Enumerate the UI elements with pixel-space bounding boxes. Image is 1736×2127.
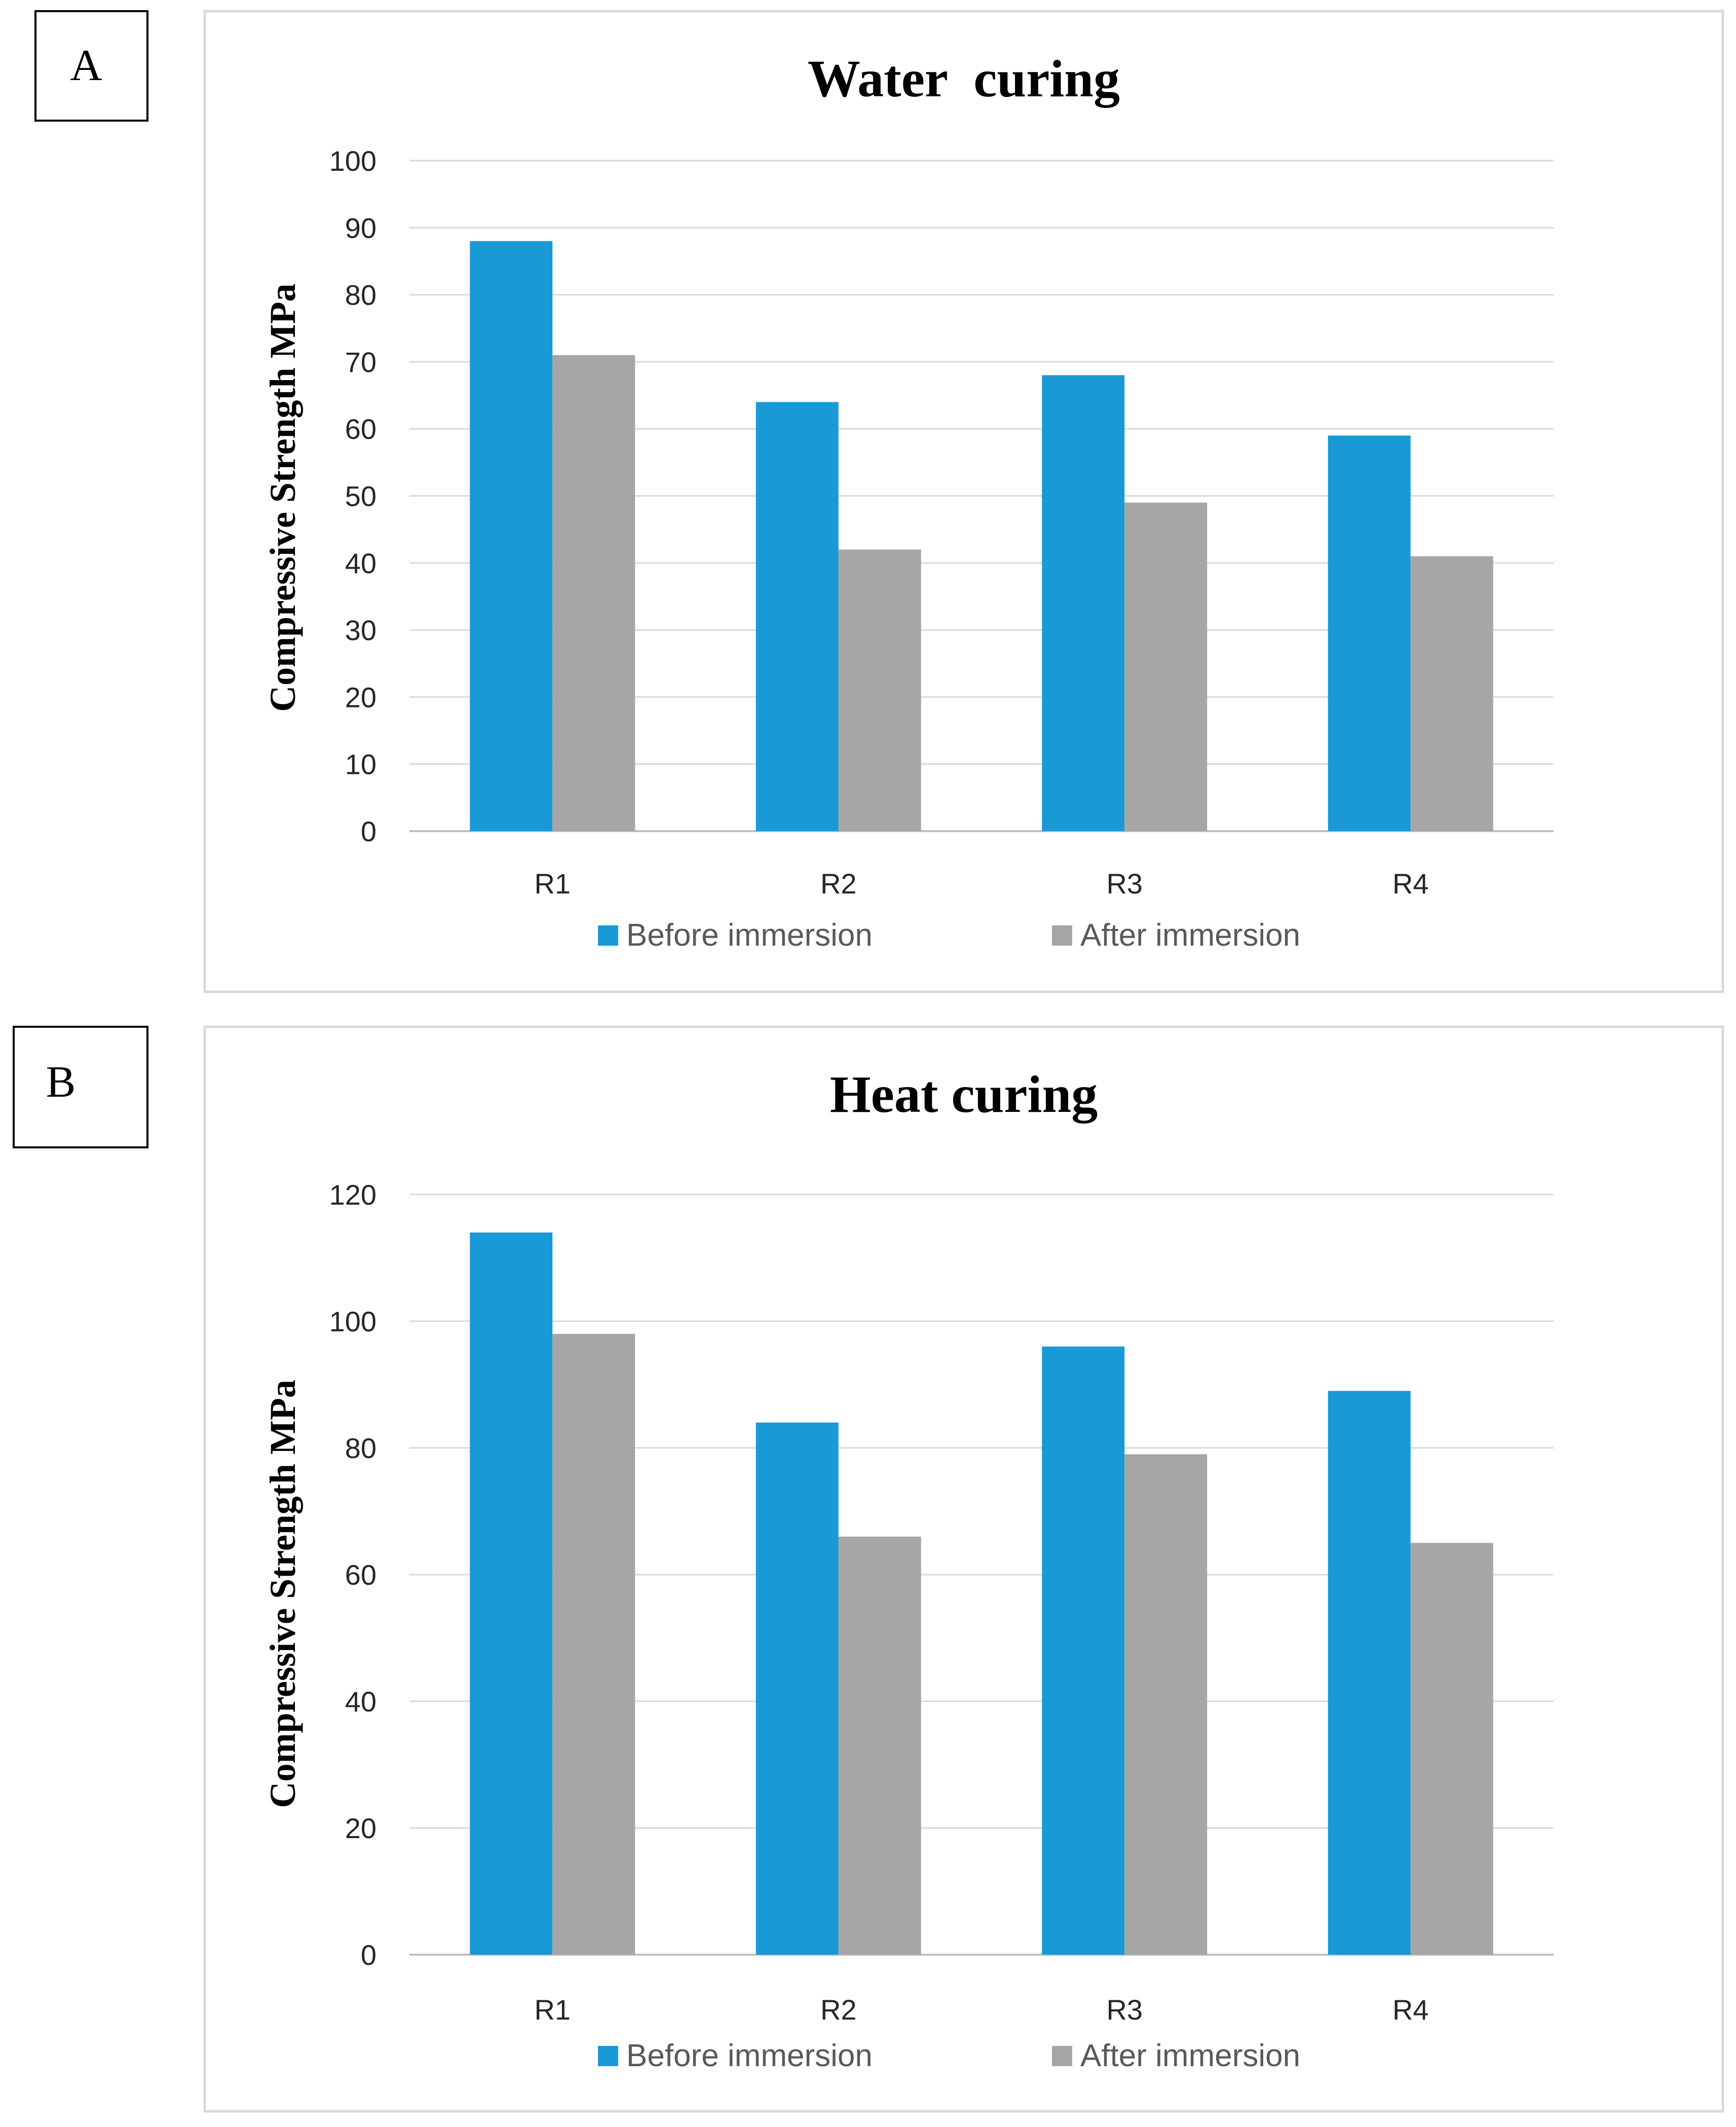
chart-a-y-tick-label: 100 xyxy=(329,145,376,177)
panel-a-label: A xyxy=(70,41,102,90)
chart-b-x-tick-label: R2 xyxy=(820,1994,857,2026)
chart-b-x-tick-label: R1 xyxy=(534,1994,571,2026)
chart-a-bar-r1-after xyxy=(552,355,635,831)
chart-b-y-tick-label: 60 xyxy=(345,1559,376,1591)
chart-b-legend-swatch-after xyxy=(1052,2046,1072,2066)
chart-b-y-tick-label: 20 xyxy=(345,1812,376,1844)
chart-a-bar-r4-after xyxy=(1410,556,1493,831)
chart-b-bar-r1-before xyxy=(470,1233,553,1955)
chart-b-title: Heat curing xyxy=(830,1065,1098,1124)
chart-b-x-tick-label: R4 xyxy=(1392,1994,1429,2026)
chart-a-title: Water curing xyxy=(808,50,1120,108)
chart-b-bar-r1-after xyxy=(552,1334,635,1955)
chart-a-bars xyxy=(470,241,1493,831)
chart-b-bar-r3-after xyxy=(1124,1454,1207,1955)
chart-b-bar-r4-after xyxy=(1410,1543,1493,1955)
chart-b-bar-r2-after xyxy=(838,1537,921,1955)
chart-b-y-tick-label: 80 xyxy=(345,1432,376,1464)
chart-a-y-tick-label: 50 xyxy=(345,480,376,512)
chart-b-legend: Before immersion After immersion xyxy=(598,2038,1300,2073)
chart-a-bar-r2-before xyxy=(756,402,839,831)
chart-a-bar-r4-before xyxy=(1328,435,1411,831)
chart-b-y-tick-label: 120 xyxy=(329,1179,376,1211)
chart-a-y-tick-label: 20 xyxy=(345,681,376,713)
chart-a-bar-r3-after xyxy=(1124,502,1207,831)
chart-a-x-tick-label: R1 xyxy=(534,868,571,900)
chart-b-bar-r3-before xyxy=(1042,1347,1125,1955)
chart-a-y-axis-label: Compressive Strength MPa xyxy=(262,283,303,712)
chart-b-legend-swatch-before xyxy=(598,2046,618,2066)
chart-a-legend-label-after: After immersion xyxy=(1080,918,1300,953)
chart-a-bar-r3-before xyxy=(1042,375,1125,831)
chart-a-bar-r1-before xyxy=(470,241,553,831)
chart-b-y-tick-label: 100 xyxy=(329,1305,376,1337)
chart-b-bars xyxy=(470,1233,1493,1955)
chart-b-bar-r2-before xyxy=(756,1423,839,1955)
panel-a-label-box xyxy=(34,10,148,122)
chart-b-y-ticks: 0 20 40 60 80 100 120 xyxy=(329,1179,376,1971)
chart-b-x-tick-label: R3 xyxy=(1106,1994,1143,2026)
chart-a-x-ticks: R1 R2 R3 R4 xyxy=(534,868,1428,900)
panel-b-label: B xyxy=(46,1058,76,1107)
chart-a-y-tick-label: 90 xyxy=(345,212,376,244)
chart-b-y-tick-label: 40 xyxy=(345,1686,376,1718)
chart-a-bar-r2-after xyxy=(838,549,921,831)
chart-a-y-tick-label: 80 xyxy=(345,279,376,311)
chart-a-y-ticks: 0 10 20 30 40 50 60 70 80 90 100 xyxy=(329,145,376,847)
chart-b-y-tick-label: 0 xyxy=(361,1939,376,1971)
chart-a-x-tick-label: R2 xyxy=(820,868,857,900)
chart-b-legend-label-before: Before immersion xyxy=(626,2038,873,2073)
chart-a-legend-swatch-after xyxy=(1052,925,1072,946)
chart-b-legend-label-after: After immersion xyxy=(1080,2038,1300,2073)
chart-a-legend-swatch-before xyxy=(598,925,618,946)
chart-a-legend: Before immersion After immersion xyxy=(598,918,1300,953)
chart-a-y-tick-label: 60 xyxy=(345,413,376,445)
chart-b-bar-r4-before xyxy=(1328,1391,1411,1955)
chart-b-x-ticks: R1 R2 R3 R4 xyxy=(534,1994,1428,2026)
panel-a: A Water curing Compressive Strength MPa … xyxy=(34,10,1724,993)
chart-a-y-tick-label: 30 xyxy=(345,614,376,646)
chart-a-frame xyxy=(203,10,1724,993)
chart-a-x-tick-label: R3 xyxy=(1106,868,1143,900)
chart-a-y-tick-label: 40 xyxy=(345,547,376,579)
chart-b-frame xyxy=(203,1025,1724,2113)
chart-a-y-tick-label: 70 xyxy=(345,346,376,378)
chart-a-y-tick-label: 10 xyxy=(345,749,376,780)
panel-b: B Heat curing Compressive Strength MPa 0… xyxy=(13,1025,1724,2113)
panel-b-label-box xyxy=(13,1026,148,1148)
chart-a-x-tick-label: R4 xyxy=(1392,868,1429,900)
chart-a-legend-label-before: Before immersion xyxy=(626,918,873,953)
chart-a-y-tick-label: 0 xyxy=(361,815,376,847)
chart-b-y-axis-label: Compressive Strength MPa xyxy=(262,1379,303,1808)
